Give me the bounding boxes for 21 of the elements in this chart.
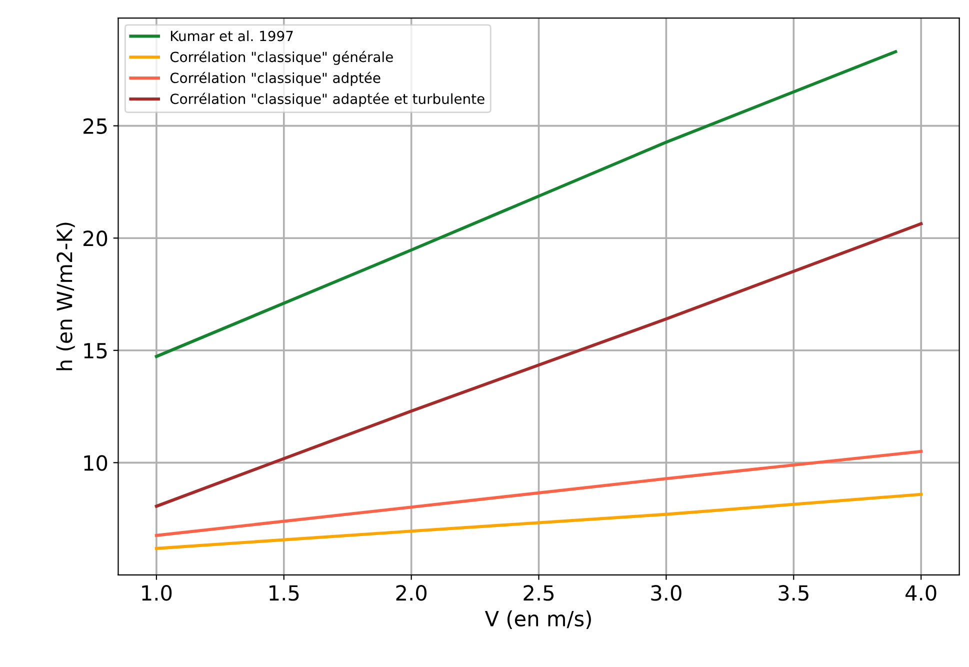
line-series (154, 222, 923, 508)
line-series (154, 492, 923, 550)
y-tick-label: 20 (84, 230, 108, 246)
x-tick-label: 2.5 (524, 585, 554, 601)
x-tick-label: 4.0 (906, 585, 936, 601)
line-series (154, 50, 898, 358)
legend-label: Kumar et al. 1997 (170, 30, 293, 42)
x-tick-label: 3.0 (651, 585, 682, 601)
legend-label: Corrélation "classique" adaptée et turbulente (170, 92, 484, 107)
legend-label: Corrélation "classique" adptée (170, 72, 380, 86)
x-tick-label: 1.0 (142, 585, 172, 601)
y-tick-label: 10 (84, 455, 108, 471)
line-series (154, 450, 923, 537)
y-tick-label: 25 (84, 118, 107, 134)
x-tick-label: 1.5 (270, 585, 299, 601)
y-axis-title: h (en W/m2-K) (56, 222, 75, 370)
x-tick-label: 2.0 (396, 585, 427, 601)
legend-label: Corrélation "classique" générale (170, 50, 393, 65)
x-axis-title: V (en m/s) (484, 610, 591, 629)
x-tick-label: 3.5 (778, 585, 808, 601)
y-tick-label: 15 (84, 343, 107, 359)
